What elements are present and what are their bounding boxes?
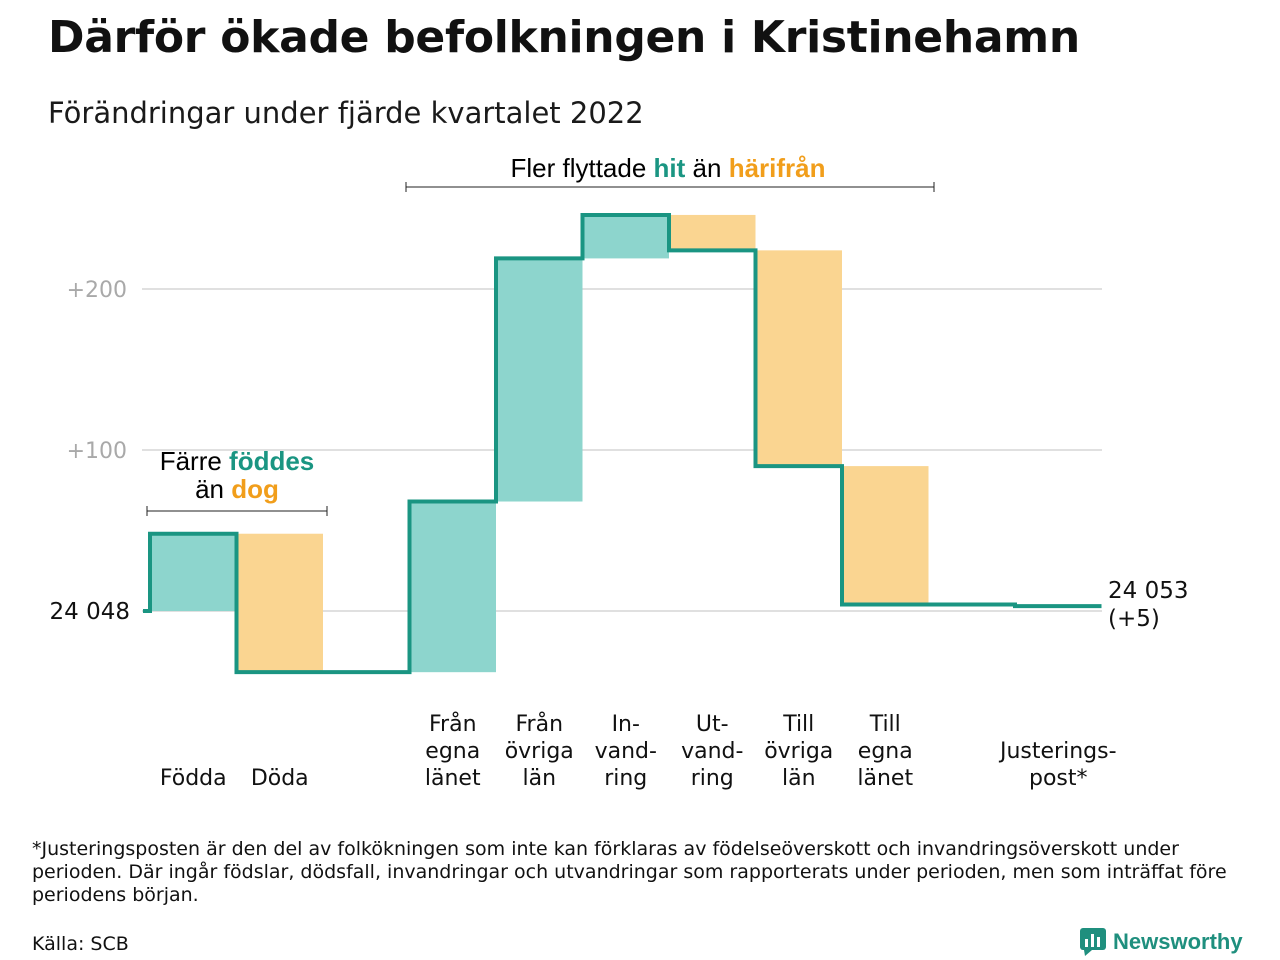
- annotation-bracket-births-deaths: [146, 506, 328, 516]
- y-tick-label: +100: [67, 439, 127, 464]
- waterfall-bar: [669, 214, 756, 251]
- category-label: länet: [857, 766, 913, 791]
- category-label: länet: [425, 766, 481, 791]
- y-tick-label: +200: [67, 278, 127, 303]
- brand-logo: Newsworthy: [1080, 928, 1243, 956]
- category-label: egna: [425, 739, 480, 764]
- chart-subtitle: Förändringar under fjärde kvartalet 2022: [48, 96, 644, 130]
- category-label: Ut-: [696, 712, 729, 737]
- category-label: vand-: [681, 739, 743, 764]
- chart-title: Därför ökade befolkningen i Kristinehamn: [48, 12, 1080, 63]
- newsworthy-icon: [1080, 928, 1106, 956]
- waterfall-bar: [755, 250, 842, 467]
- category-label: Från: [429, 711, 477, 737]
- category-label: Döda: [251, 766, 309, 791]
- category-label: övriga: [764, 739, 833, 764]
- category-label: Från: [515, 711, 563, 737]
- category-label: län: [522, 766, 556, 791]
- waterfall-step-line: [143, 212, 1102, 675]
- category-label: ring: [691, 766, 734, 791]
- annotation-migration: Fler flyttade hit än härifrån: [510, 153, 825, 183]
- annotation-births-deaths-line1: Färre föddes: [160, 446, 315, 476]
- category-label: Födda: [160, 766, 227, 791]
- waterfall-bar: [496, 258, 583, 502]
- category-label: Till: [869, 712, 901, 737]
- category-label: ring: [604, 766, 647, 791]
- source: Källa: SCB: [32, 933, 129, 955]
- category-label: post*: [1029, 766, 1088, 791]
- waterfall-bar: [582, 214, 669, 259]
- bars: [150, 214, 1102, 673]
- footnote: *Justeringsposten är den del av folkökni…: [32, 838, 1227, 906]
- step-line: [143, 212, 1102, 675]
- category-label: län: [782, 766, 816, 791]
- end-value-label: (+5): [1108, 606, 1160, 632]
- waterfall-bar: [236, 533, 323, 673]
- category-label: egna: [858, 739, 913, 764]
- annotation-bracket-migration: [405, 182, 935, 192]
- category-label: övriga: [505, 739, 574, 764]
- waterfall-bar: [409, 501, 496, 673]
- annotation-births-deaths-line2: än dog: [195, 474, 279, 504]
- waterfall-bar: [842, 466, 929, 605]
- waterfall-bar: [150, 533, 237, 611]
- category-label: vand-: [595, 739, 657, 764]
- end-value-label: 24 053: [1108, 578, 1188, 604]
- brand-name: Newsworthy: [1113, 929, 1243, 954]
- start-value-label: 24 048: [50, 599, 130, 625]
- category-label: In-: [612, 712, 640, 737]
- category-label: Till: [782, 712, 814, 737]
- category-label: Justerings-: [998, 739, 1117, 764]
